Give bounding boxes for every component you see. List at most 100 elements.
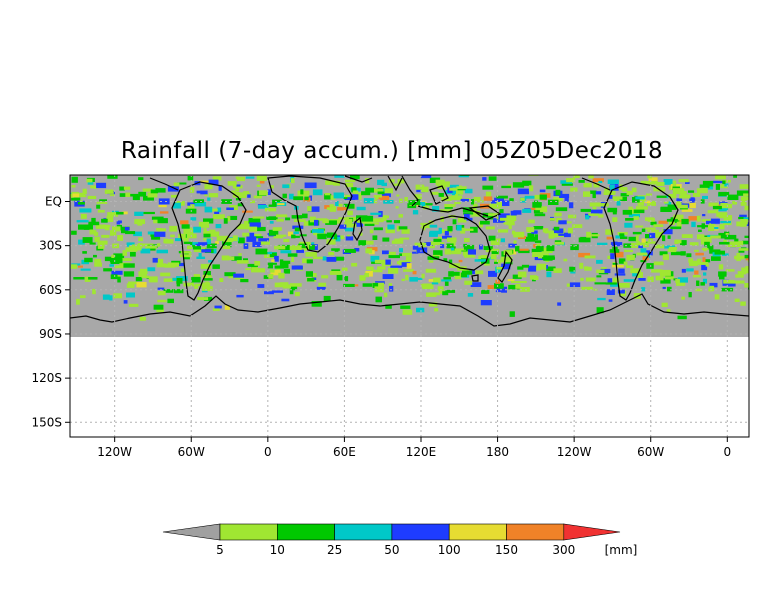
rain-cell — [83, 168, 94, 171]
rain-cell — [425, 268, 437, 273]
rain-cell — [183, 282, 195, 287]
rain-cell — [531, 230, 538, 234]
rain-cell — [254, 261, 261, 266]
rain-cell — [101, 234, 110, 238]
rain-cell — [645, 234, 654, 239]
rain-cell — [494, 197, 504, 204]
rain-cell — [632, 197, 640, 203]
rain-cell — [460, 227, 466, 234]
rain-cell — [375, 281, 385, 285]
rain-cell — [622, 209, 632, 215]
rain-cell — [619, 290, 627, 297]
rain-cell — [103, 268, 112, 272]
rain-cell — [712, 226, 719, 230]
rain-cell — [170, 234, 175, 238]
rain-cell — [580, 277, 584, 281]
rain-cell — [193, 199, 203, 203]
rain-cell — [557, 302, 562, 306]
rain-cell — [296, 248, 304, 253]
rain-cell — [517, 271, 527, 278]
rain-cell — [498, 213, 510, 220]
rain-cell — [209, 208, 218, 212]
rain-cell — [677, 204, 688, 209]
rain-cell — [736, 190, 749, 196]
rain-cell — [620, 236, 628, 239]
rain-cell — [592, 178, 604, 183]
rain-cell — [344, 276, 349, 282]
rain-cell — [416, 307, 425, 313]
rain-cell — [351, 187, 357, 193]
rain-cell — [724, 234, 737, 240]
rain-cell — [222, 255, 226, 260]
rain-cell — [214, 211, 220, 214]
rain-cell — [187, 202, 198, 206]
rain-cell — [74, 194, 87, 198]
rain-cell — [326, 239, 336, 245]
rain-cell — [610, 283, 619, 287]
rain-cell — [712, 205, 722, 210]
rain-cell — [628, 206, 633, 211]
rain-cell — [528, 219, 535, 224]
rain-cell — [508, 284, 520, 290]
rain-cell — [352, 170, 364, 175]
rain-cell — [304, 182, 317, 189]
rain-cell — [82, 237, 93, 243]
rain-cell — [552, 228, 564, 234]
rain-cell — [122, 211, 128, 215]
rain-cell — [324, 193, 331, 196]
colorbar-bin — [506, 523, 565, 541]
rain-cell — [641, 181, 650, 185]
rain-cell — [344, 218, 353, 225]
rain-cell — [612, 217, 618, 222]
rain-cell — [533, 204, 542, 208]
colorbar-bin — [391, 523, 450, 541]
rain-cell — [719, 275, 725, 280]
rain-cell — [258, 190, 268, 196]
rain-cell — [495, 266, 501, 273]
rain-cell — [114, 265, 124, 269]
rain-cell — [433, 238, 442, 242]
lon-tick-label: 0 — [723, 445, 731, 459]
rain-cell — [593, 182, 600, 188]
rain-cell — [157, 291, 166, 296]
rain-cell — [192, 243, 201, 250]
rain-cell — [321, 275, 329, 279]
rain-cell — [281, 298, 290, 302]
rain-cell — [315, 159, 325, 161]
rain-cell — [421, 273, 425, 279]
rain-cell — [421, 186, 429, 193]
rain-cell — [180, 220, 189, 225]
rain-cell — [419, 201, 426, 208]
rain-cell — [317, 233, 329, 237]
rain-cell — [643, 241, 656, 244]
rain-cell — [279, 282, 289, 285]
rain-cell — [106, 167, 115, 172]
rain-cell — [450, 240, 456, 247]
colorbar-level-label: 25 — [327, 543, 342, 557]
rain-cell — [680, 240, 687, 246]
rain-cell — [204, 193, 208, 197]
rain-cell — [636, 233, 640, 236]
rain-cell — [487, 285, 497, 289]
rain-cell — [117, 276, 121, 283]
rain-cell — [183, 256, 190, 260]
rain-cell — [276, 214, 288, 218]
rain-cell — [387, 224, 395, 230]
rain-cell — [497, 229, 509, 233]
rain-cell — [485, 191, 492, 197]
lat-tick-label: 150S — [31, 415, 62, 429]
rain-cell — [183, 236, 189, 242]
rain-cell — [134, 211, 144, 216]
rain-cell — [707, 245, 714, 250]
rain-cell — [467, 249, 476, 255]
rain-cell — [642, 254, 651, 258]
rain-cell — [204, 278, 213, 281]
rain-cell — [597, 297, 606, 301]
rain-cell — [666, 218, 678, 222]
rain-cell — [78, 265, 83, 268]
rain-cell — [276, 234, 287, 237]
rain-cell — [603, 191, 616, 195]
rain-cell — [247, 263, 258, 267]
rain-cell — [203, 275, 212, 278]
rain-cell — [744, 235, 749, 238]
